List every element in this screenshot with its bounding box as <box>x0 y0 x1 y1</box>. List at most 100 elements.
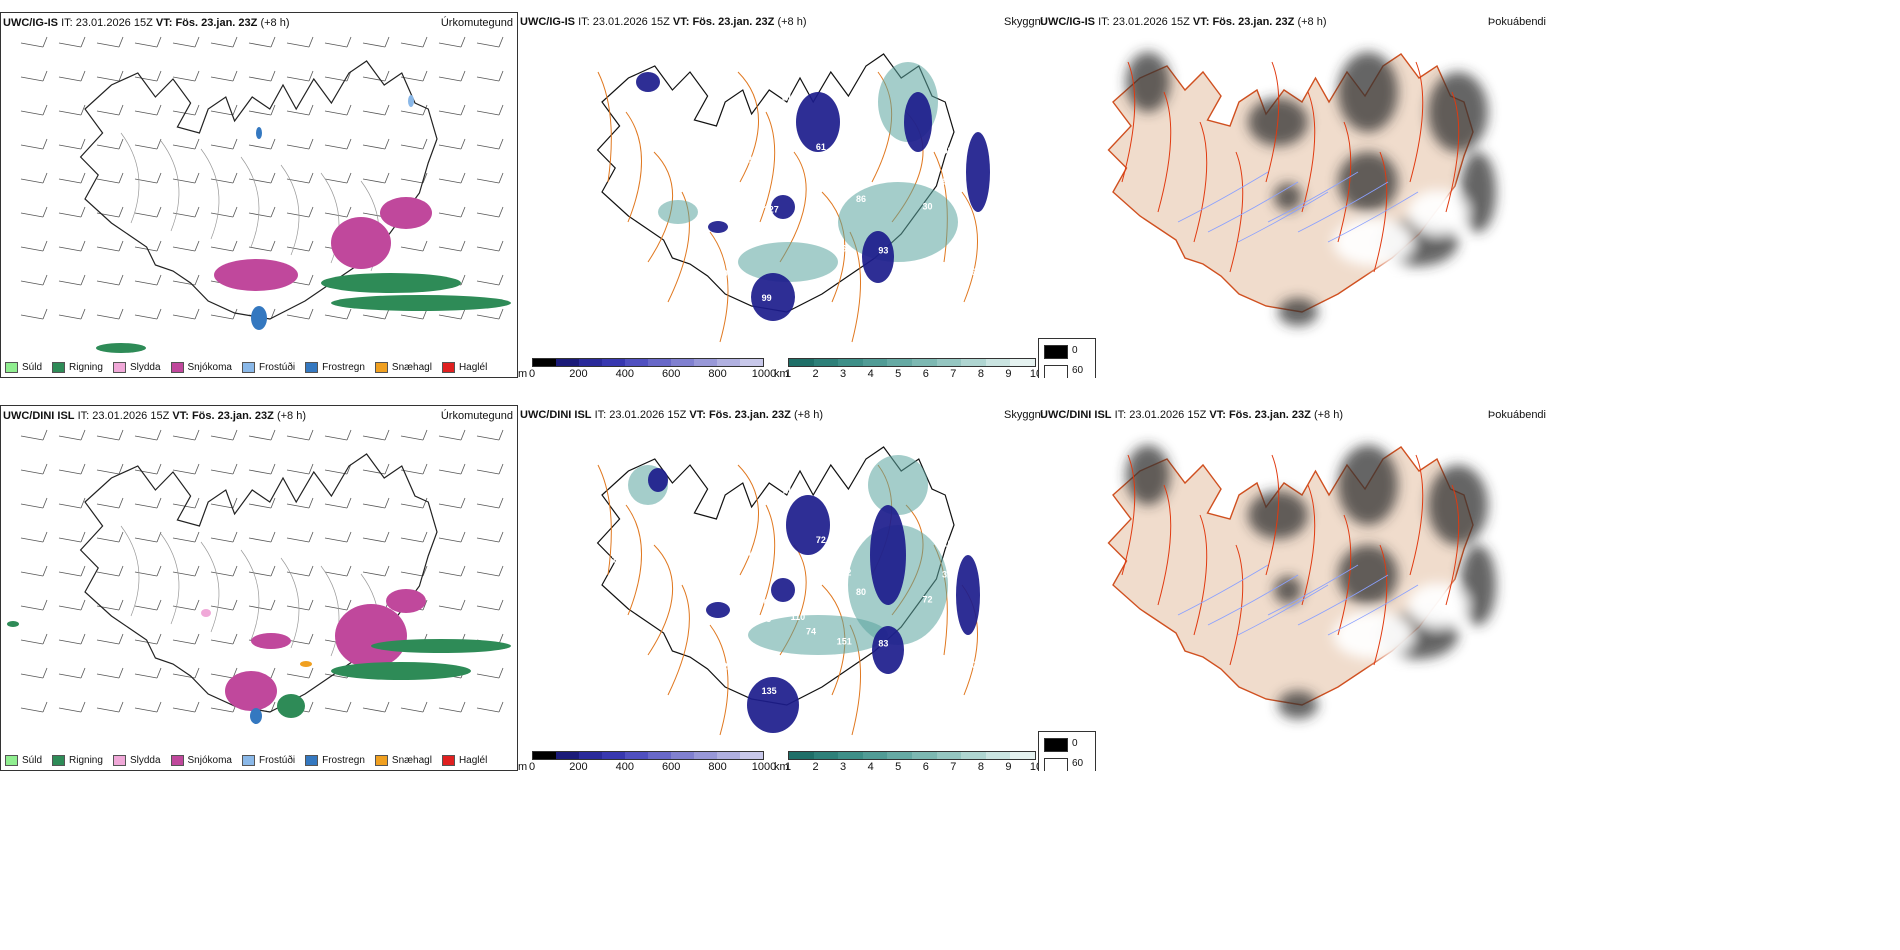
wind-barb <box>324 36 352 48</box>
wind-barb <box>400 36 428 48</box>
wind-barb <box>438 599 466 611</box>
wind-barb <box>96 701 124 713</box>
colorbar-tick: 1000 <box>751 761 777 771</box>
legend-swatch <box>5 755 18 766</box>
wind-barb <box>96 240 124 252</box>
road <box>625 111 642 223</box>
colorbar-tick: 7 <box>950 368 957 378</box>
colorbar-step <box>813 752 839 759</box>
fog-light-area <box>1408 190 1468 234</box>
panel-title: UWC/DINI ISL IT: 23.01.2026 15Z VT: Fös.… <box>520 409 823 421</box>
river-line <box>1207 574 1299 626</box>
colorbar-step <box>1010 359 1035 366</box>
colorbar-tick: 0 <box>528 368 536 378</box>
road <box>1157 484 1172 606</box>
fog-dark-area <box>1460 152 1496 232</box>
legend-label: Frostregn <box>322 755 365 766</box>
legend-swatch <box>374 755 388 766</box>
low-cloud-base-area <box>904 92 932 152</box>
legend-label: Rigning <box>69 755 103 766</box>
river-line <box>120 132 140 224</box>
panel-title: UWC/DINI ISL IT: 23.01.2026 15Z VT: Fös.… <box>1040 409 1343 421</box>
wind-barb <box>400 531 428 543</box>
wind-barb <box>58 667 86 679</box>
freezing-rain-area <box>251 306 267 330</box>
colorbar-tick: 1 <box>784 368 792 378</box>
colorbar-tick: 10 <box>1029 368 1040 378</box>
cloud-base-label: 39 <box>967 267 977 277</box>
wind-barb <box>476 308 504 320</box>
wind-barb <box>476 463 504 475</box>
wind-barb <box>324 308 352 320</box>
colorbar-tick: 6 <box>922 368 929 378</box>
legend-label: Snæhagl <box>391 755 432 766</box>
cloud-base-label: 86 <box>856 194 866 204</box>
wind-barb <box>362 701 390 713</box>
legend-label: Haglél <box>458 755 488 766</box>
wind-barb <box>476 172 504 184</box>
wind-barb <box>248 172 276 184</box>
road <box>647 544 673 656</box>
legend-swatch <box>170 362 184 373</box>
road <box>1229 544 1244 666</box>
low-cloud-base-area <box>747 677 799 733</box>
cloud-visibility-panel-ig: UWC/IG-IS IT: 23.01.2026 15Z VT: Fös. 23… <box>518 12 1040 378</box>
wind-barb <box>476 240 504 252</box>
cloud-base-label: 113 <box>712 485 727 495</box>
wind-barb <box>476 429 504 441</box>
colorbar-step <box>1010 752 1035 759</box>
precip-map <box>7 429 511 724</box>
river-line <box>160 140 180 232</box>
wind-barb <box>20 308 48 320</box>
wind-barb <box>20 206 48 218</box>
wind-barb <box>438 701 466 713</box>
wind-barb <box>58 274 86 286</box>
fog-dark-area <box>1274 183 1302 211</box>
river-line <box>320 565 340 657</box>
fog-legend-dark-swatch <box>1044 738 1068 752</box>
road <box>597 71 612 183</box>
coastline <box>79 453 438 713</box>
wind-barb <box>96 667 124 679</box>
fog-light-area <box>1333 218 1413 266</box>
cloud-base-label: 69 <box>841 175 851 185</box>
colorbar-step <box>717 359 740 366</box>
wind-barb <box>210 531 238 543</box>
cloud-base-label: 153 <box>756 614 771 624</box>
legend-label: Rigning <box>69 362 103 373</box>
legend-item-súld: Súld <box>5 362 42 373</box>
fog-legend-dark-swatch <box>1044 345 1068 359</box>
cloud-base-label: 62 <box>712 92 722 102</box>
panel-title: UWC/IG-IS IT: 23.01.2026 15Z VT: Fös. 23… <box>520 16 807 28</box>
wind-barb <box>96 104 124 116</box>
wind-barb <box>58 531 86 543</box>
wind-barb <box>134 633 162 645</box>
wind-barb <box>58 463 86 475</box>
wind-barb <box>362 565 390 577</box>
wind-barb <box>476 497 504 509</box>
cloud-base-label: 56 <box>782 550 792 560</box>
cloud-base-map: 80 153 72 83 17 108 135 113 104 66 69 151 96 32 82 71 30… <box>581 446 1013 736</box>
wind-barb <box>362 36 390 48</box>
cloud-base-label: 83 <box>840 499 850 509</box>
cloud-base-label: 61 <box>816 142 826 152</box>
wind-barb <box>324 138 352 150</box>
legend-label: Frostúði <box>258 362 296 373</box>
wind-barb <box>134 599 162 611</box>
variable-name: Þokuábendi <box>1487 409 1546 421</box>
wind-barb <box>400 104 428 116</box>
wind-barb <box>286 138 314 150</box>
wind-barb <box>476 274 504 286</box>
cloud-base-label: 105 <box>611 555 626 565</box>
rain-area <box>7 621 19 627</box>
wind-barb <box>438 206 466 218</box>
road <box>1409 454 1424 576</box>
wind-barb <box>400 463 428 475</box>
legend-label: Súld <box>22 362 43 373</box>
fog-map <box>1107 52 1496 326</box>
wind-barb <box>248 240 276 252</box>
wind-barb <box>20 497 48 509</box>
cloud-base-label: 51 <box>708 162 718 172</box>
rain-area <box>277 694 305 718</box>
wind-barb <box>286 599 314 611</box>
